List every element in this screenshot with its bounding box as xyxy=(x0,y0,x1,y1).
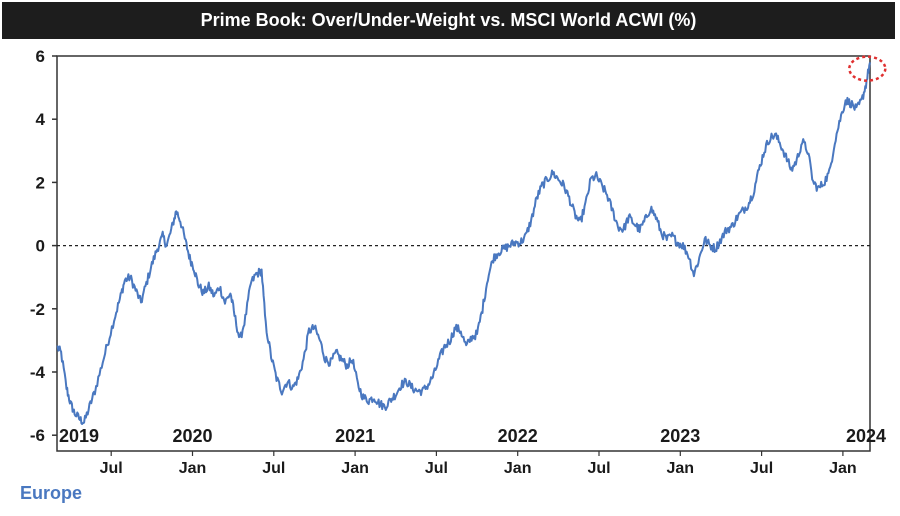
y-tick-label: -6 xyxy=(30,426,45,445)
x-month-label: Jul xyxy=(750,460,773,477)
plot-frame xyxy=(56,55,871,452)
series-line-europe xyxy=(56,62,871,425)
legend-entry-europe: Europe xyxy=(20,483,83,503)
y-tick-label: 0 xyxy=(36,237,45,256)
x-axis: 2019 2020 2021 2022 2023 2024 Jul Jan Jul Jan Jul J… xyxy=(59,426,886,477)
highlight-circle xyxy=(848,55,887,82)
x-year-label: 2024 xyxy=(846,426,886,446)
x-month-label: Jan xyxy=(179,460,207,477)
x-year-label: 2019 xyxy=(59,426,99,446)
x-month-label: Jul xyxy=(425,460,448,477)
x-year-label: 2020 xyxy=(172,426,212,446)
x-month-label: Jul xyxy=(100,460,123,477)
y-tick-label: 2 xyxy=(36,173,45,192)
x-month-label: Jan xyxy=(829,460,857,477)
x-year-label: 2022 xyxy=(498,426,538,446)
y-tick-label: -4 xyxy=(30,363,46,382)
chart-title: Prime Book: Over/Under-Weight vs. MSCI W… xyxy=(2,2,895,39)
x-month-label: Jan xyxy=(504,460,532,477)
x-month-label: Jul xyxy=(262,460,285,477)
y-tick-label: 6 xyxy=(36,47,45,66)
x-year-label: 2021 xyxy=(335,426,375,446)
y-tick-label: -2 xyxy=(30,300,45,319)
x-month-label: Jan xyxy=(667,460,695,477)
x-month-label: Jul xyxy=(587,460,610,477)
x-month-label: Jan xyxy=(341,460,369,477)
x-year-label: 2023 xyxy=(660,426,700,446)
y-tick-label: 4 xyxy=(36,110,46,129)
y-axis: -6 -4 -2 0 2 4 6 xyxy=(30,47,57,445)
